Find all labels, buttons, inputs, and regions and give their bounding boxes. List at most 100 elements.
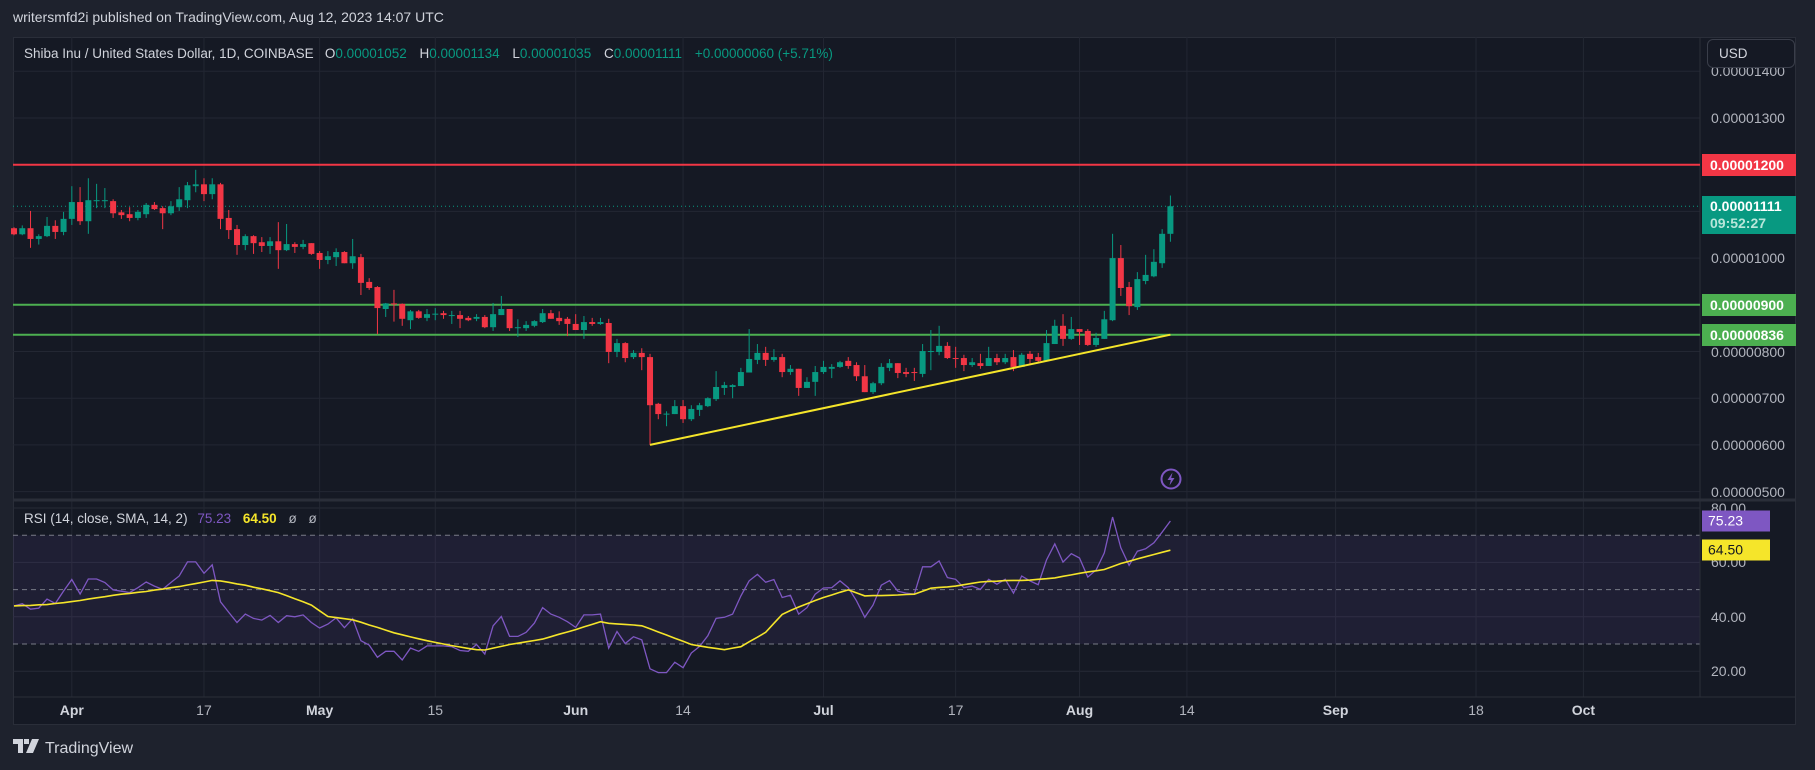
candle-body [217,184,224,219]
candle-body [630,352,637,358]
time-axis-label: 14 [675,702,691,718]
candle-body [357,257,364,283]
candle-body [820,366,827,373]
candle-body [853,365,860,377]
high-value: 0.00001134 [429,46,500,61]
bar-countdown: 09:52:27 [1710,215,1767,232]
rsi-empty-value-1: ø [288,511,297,526]
rsi-axis-label: 20.00 [1711,663,1747,680]
close-label: C [603,46,614,61]
candle-body [506,309,513,329]
candle-body [440,313,447,316]
currency-button[interactable]: USD [1707,39,1795,68]
last-price-value: 0.00001111 [1710,198,1782,215]
candle-body [547,313,554,319]
candle-body [1101,319,1108,339]
candle-body [754,352,761,360]
candle-body [919,351,926,374]
published-by-line: writersmfd2i published on TradingView.co… [13,9,444,25]
candle-body [762,352,769,360]
candle-body [886,363,893,368]
price-axis-label: 0.00000700 [1711,390,1785,407]
candle-body [234,229,241,246]
candle-body [300,244,307,247]
time-axis-label: Oct [1571,702,1596,718]
candle-body [952,358,959,360]
candle-body [407,311,414,321]
tradingview-logo-text: TradingView [45,739,134,757]
candle-body [473,316,480,319]
candle-body [1076,329,1083,332]
price-level-label: 0.00000900 [1702,293,1796,316]
candle-body [93,200,100,202]
candle-body [457,315,464,319]
candle-body [985,358,992,366]
candle-body [44,225,51,237]
candle-body [1084,330,1091,345]
candle-body [134,211,141,218]
candle-body [1002,358,1009,363]
candle-body [647,357,654,406]
candle-body [1134,279,1141,308]
candle-body [704,398,711,407]
candle-body [316,252,323,260]
candle-body [680,406,687,420]
time-axis-label: 17 [196,702,212,718]
candle-body [861,376,868,393]
candle-body [19,228,26,235]
candle-body [258,242,265,246]
open-value: 0.00001052 [335,46,407,61]
candle-body [349,256,356,264]
candle-body [1068,329,1075,339]
candle-body [415,311,422,318]
candle-body [1167,206,1174,234]
rsi-axis-label: 40.00 [1711,608,1747,625]
candle-body [564,318,571,324]
candle-body [333,252,340,258]
candle-body [390,303,397,305]
rsi-title[interactable]: RSI (14, close, SMA, 14, 2) [24,511,188,526]
candle-body [927,351,934,353]
candle-body [638,352,645,358]
candle-body [267,241,274,246]
candle-body [622,343,629,359]
low-label: L [512,46,520,61]
price-level-label: 0.00001200 [1702,153,1796,176]
candle-body [960,358,967,366]
close-value: 0.00001111 [613,46,683,61]
candle-body [242,236,249,246]
candle-body [159,208,166,214]
candle-body [324,256,331,260]
candle-body [556,317,563,322]
candle-body [828,366,835,369]
lightning-bolt-icon[interactable] [1160,468,1182,490]
candle-body [597,322,604,324]
rsi-line [13,516,1171,674]
candle-body [374,287,381,309]
chart-frame[interactable] [13,37,1796,725]
candle-body [52,225,59,232]
candle-body [60,218,67,232]
candle-body [308,243,315,254]
candle-body [498,309,505,316]
candle-body [448,315,455,317]
price-axis-label: 0.00000600 [1711,436,1785,453]
time-axis-label: 18 [1468,702,1484,718]
candle-body [481,316,488,328]
candle-body [85,200,92,222]
candle-body [737,372,744,387]
symbol-title[interactable]: Shiba Inu / United States Dollar, 1D, CO… [24,46,314,61]
candle-body [721,385,728,388]
last-price-label: 0.00001111 09:52:27 [1702,196,1796,235]
price-axis-label: 0.00000800 [1711,343,1785,360]
candle-body [770,357,777,360]
candle-body [1060,325,1067,339]
time-axis-label: 15 [427,702,444,718]
candle-body [795,368,802,388]
candle-body [192,184,199,187]
time-axis-label: May [305,702,334,718]
candle-body [118,212,125,216]
time-axis-label: Sep [1322,702,1349,718]
candle-body [688,408,695,420]
